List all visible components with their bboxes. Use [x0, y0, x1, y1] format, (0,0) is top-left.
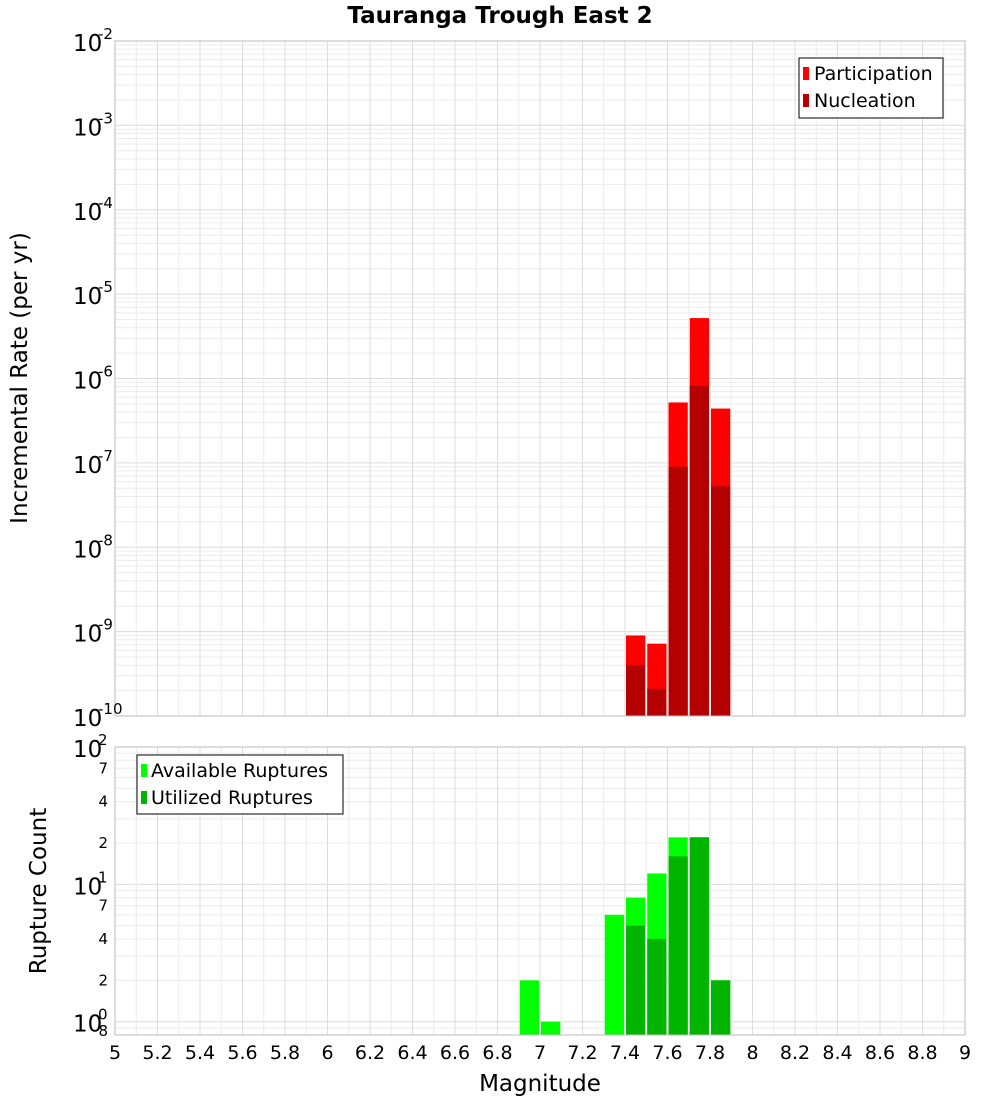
rate-y-tick-base: 10	[73, 115, 102, 141]
rate-y-tick-exponent: -8	[98, 531, 113, 549]
magnitude-x-tick-label: 5.8	[270, 1042, 300, 1064]
magnitude-x-tick-label: 8.2	[780, 1042, 810, 1064]
rate-y-tick-base: 10	[73, 622, 102, 648]
magnitude-x-tick-label: 9	[959, 1042, 971, 1064]
rate-y-tick-base: 10	[73, 31, 102, 57]
utilized-ruptures-bar	[647, 939, 667, 1035]
magnitude-x-ticks: 5 5.2 5.4 5.6 5.8 6 6.2 6.4 6.6 6.8 7 7.2 7.4 7.6 7.8 8…	[109, 1042, 971, 1064]
x-axis-label: Magnitude	[479, 1071, 601, 1097]
rate-y-tick-exponent: -2	[98, 25, 113, 43]
magnitude-x-tick-label: 8.6	[865, 1042, 895, 1064]
count-y-axis-label: Rupture Count	[26, 808, 52, 974]
count-legend-box	[136, 754, 344, 815]
participation-legend-label: Participation	[814, 63, 933, 85]
nucleation-bar	[647, 688, 667, 716]
utilized-legend-swatch	[141, 791, 147, 804]
count-y-minor-tick-label: 2	[98, 971, 108, 989]
nucleation-bar	[668, 466, 688, 716]
rate-y-tick-exponent: -6	[98, 363, 113, 381]
available-ruptures-bar	[519, 980, 539, 1035]
count-y-minor-tick-label: 7	[98, 897, 108, 915]
rate-legend-box	[798, 57, 944, 119]
nucleation-bar	[711, 486, 731, 716]
participation-legend-swatch	[803, 67, 809, 80]
rate-gridlines	[114, 41, 966, 717]
utilized-ruptures-bar	[689, 837, 709, 1035]
count-y-tick-base: 10	[73, 874, 102, 900]
count-y-minor-tick-label: 2	[98, 834, 108, 852]
utilized-legend-label: Utilized Ruptures	[151, 787, 313, 809]
magnitude-x-tick-label: 7.4	[610, 1042, 640, 1064]
magnitude-x-tick-label: 6	[321, 1042, 333, 1064]
magnitude-x-tick-label: 7.2	[567, 1042, 597, 1064]
rate-y-tick-base: 10	[73, 369, 102, 395]
utilized-ruptures-bar	[626, 925, 646, 1035]
nucleation-bar	[689, 385, 709, 716]
rate-y-tick-exponent: -3	[98, 109, 113, 127]
available-ruptures-bar	[541, 1021, 561, 1035]
magnitude-x-tick-label: 7	[534, 1042, 546, 1064]
utilized-ruptures-bar	[711, 980, 731, 1035]
count-y-minor-tick-label: 4	[98, 930, 108, 948]
magnitude-x-tick-label: 6.8	[482, 1042, 512, 1064]
magnitude-x-tick-label: 6.6	[440, 1042, 470, 1064]
rate-y-tick-exponent: -5	[98, 278, 113, 296]
count-y-tick-exponent: 2	[98, 731, 108, 749]
count-y-tick-exponent: 0	[98, 1006, 108, 1024]
magnitude-x-tick-label: 7.6	[652, 1042, 682, 1064]
magnitude-x-tick-label: 7.8	[695, 1042, 725, 1064]
rate-y-tick-base: 10	[73, 200, 102, 226]
count-y-minor-tick-label: 4	[98, 793, 108, 811]
rate-y-tick-exponent: -10	[98, 700, 123, 718]
magnitude-x-tick-label: 6.2	[355, 1042, 385, 1064]
rate-y-tick-exponent: -4	[98, 194, 113, 212]
count-y-tick-exponent: 1	[98, 868, 108, 886]
rate-y-tick-exponent: -7	[98, 447, 113, 465]
magnitude-x-tick-label: 6.4	[397, 1042, 427, 1064]
rate-plot-border	[114, 40, 966, 717]
count-plot-border	[114, 746, 966, 1036]
nucleation-bar	[626, 665, 646, 716]
magnitude-x-tick-label: 5	[109, 1042, 121, 1064]
rate-legend: Participation Nucleation	[798, 57, 944, 119]
magnitude-x-tick-label: 8	[746, 1042, 758, 1064]
count-y-minor-tick-label: 7	[98, 759, 108, 777]
rate-y-tick-base: 10	[73, 453, 102, 479]
rate-y-tick-exponent: -9	[98, 616, 113, 634]
rate-y-tick-base: 10	[73, 537, 102, 563]
magnitude-x-tick-label: 8.4	[822, 1042, 852, 1064]
count-y-tick-base: 10	[73, 1012, 102, 1038]
chart-title: Tauranga Trough East 2	[347, 3, 652, 29]
rate-bars	[626, 318, 731, 716]
count-y-minor-tick-label: 8	[98, 1022, 108, 1040]
available-ruptures-bar	[604, 914, 624, 1035]
nucleation-legend-label: Nucleation	[814, 90, 916, 112]
available-legend-label: Available Ruptures	[151, 760, 328, 782]
count-y-tick-base: 10	[73, 737, 102, 763]
nucleation-legend-swatch	[803, 94, 809, 107]
rate-y-tick-base: 10	[73, 706, 102, 732]
magnitude-x-tick-label: 5.2	[142, 1042, 172, 1064]
count-bars	[519, 837, 731, 1035]
magnitude-x-tick-label: 8.8	[907, 1042, 937, 1064]
magnitude-x-tick-label: 5.4	[185, 1042, 215, 1064]
available-legend-swatch	[141, 764, 147, 777]
magnitude-x-tick-label: 5.6	[227, 1042, 257, 1064]
rate-y-tick-base: 10	[73, 284, 102, 310]
utilized-ruptures-bar	[668, 856, 688, 1035]
rate-y-axis-label: Incremental Rate (per yr)	[7, 232, 33, 524]
count-legend: Available Ruptures Utilized Ruptures	[136, 754, 344, 815]
